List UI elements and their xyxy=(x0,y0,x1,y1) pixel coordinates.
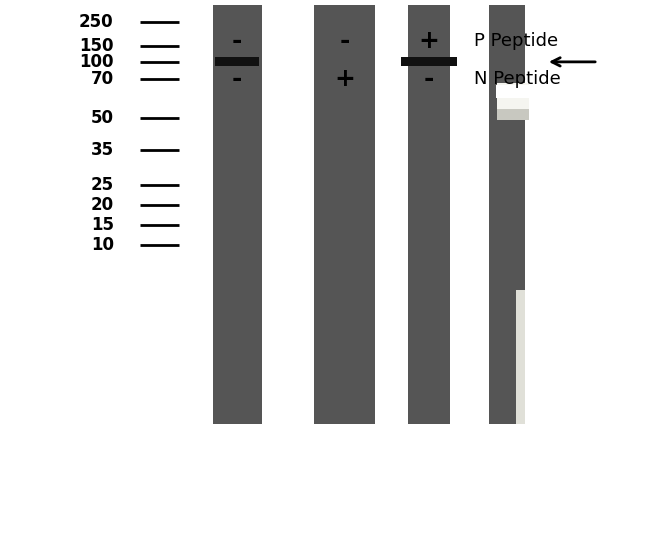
Text: +: + xyxy=(419,29,439,53)
Text: 35: 35 xyxy=(90,141,114,159)
Bar xyxy=(408,5,450,424)
Bar xyxy=(497,109,529,119)
Text: 15: 15 xyxy=(91,216,114,233)
Text: -: - xyxy=(232,67,242,91)
Text: 10: 10 xyxy=(91,236,114,254)
Text: -: - xyxy=(424,67,434,91)
Bar xyxy=(516,290,525,424)
Text: +: + xyxy=(334,67,355,91)
Text: 250: 250 xyxy=(79,13,114,31)
Bar xyxy=(497,83,529,110)
Bar xyxy=(213,5,261,424)
Text: N Peptide: N Peptide xyxy=(474,70,561,88)
Text: 70: 70 xyxy=(90,70,114,87)
Text: 150: 150 xyxy=(79,36,114,54)
Text: 20: 20 xyxy=(90,196,114,214)
Text: -: - xyxy=(232,29,242,53)
Bar xyxy=(496,85,529,98)
Text: 100: 100 xyxy=(79,53,114,71)
Bar xyxy=(215,57,259,66)
Text: P Peptide: P Peptide xyxy=(474,31,558,50)
Bar xyxy=(402,57,457,66)
Text: -: - xyxy=(339,29,350,53)
Bar xyxy=(489,5,525,424)
Bar xyxy=(313,5,376,424)
Text: 25: 25 xyxy=(90,176,114,194)
Text: 50: 50 xyxy=(91,109,114,127)
